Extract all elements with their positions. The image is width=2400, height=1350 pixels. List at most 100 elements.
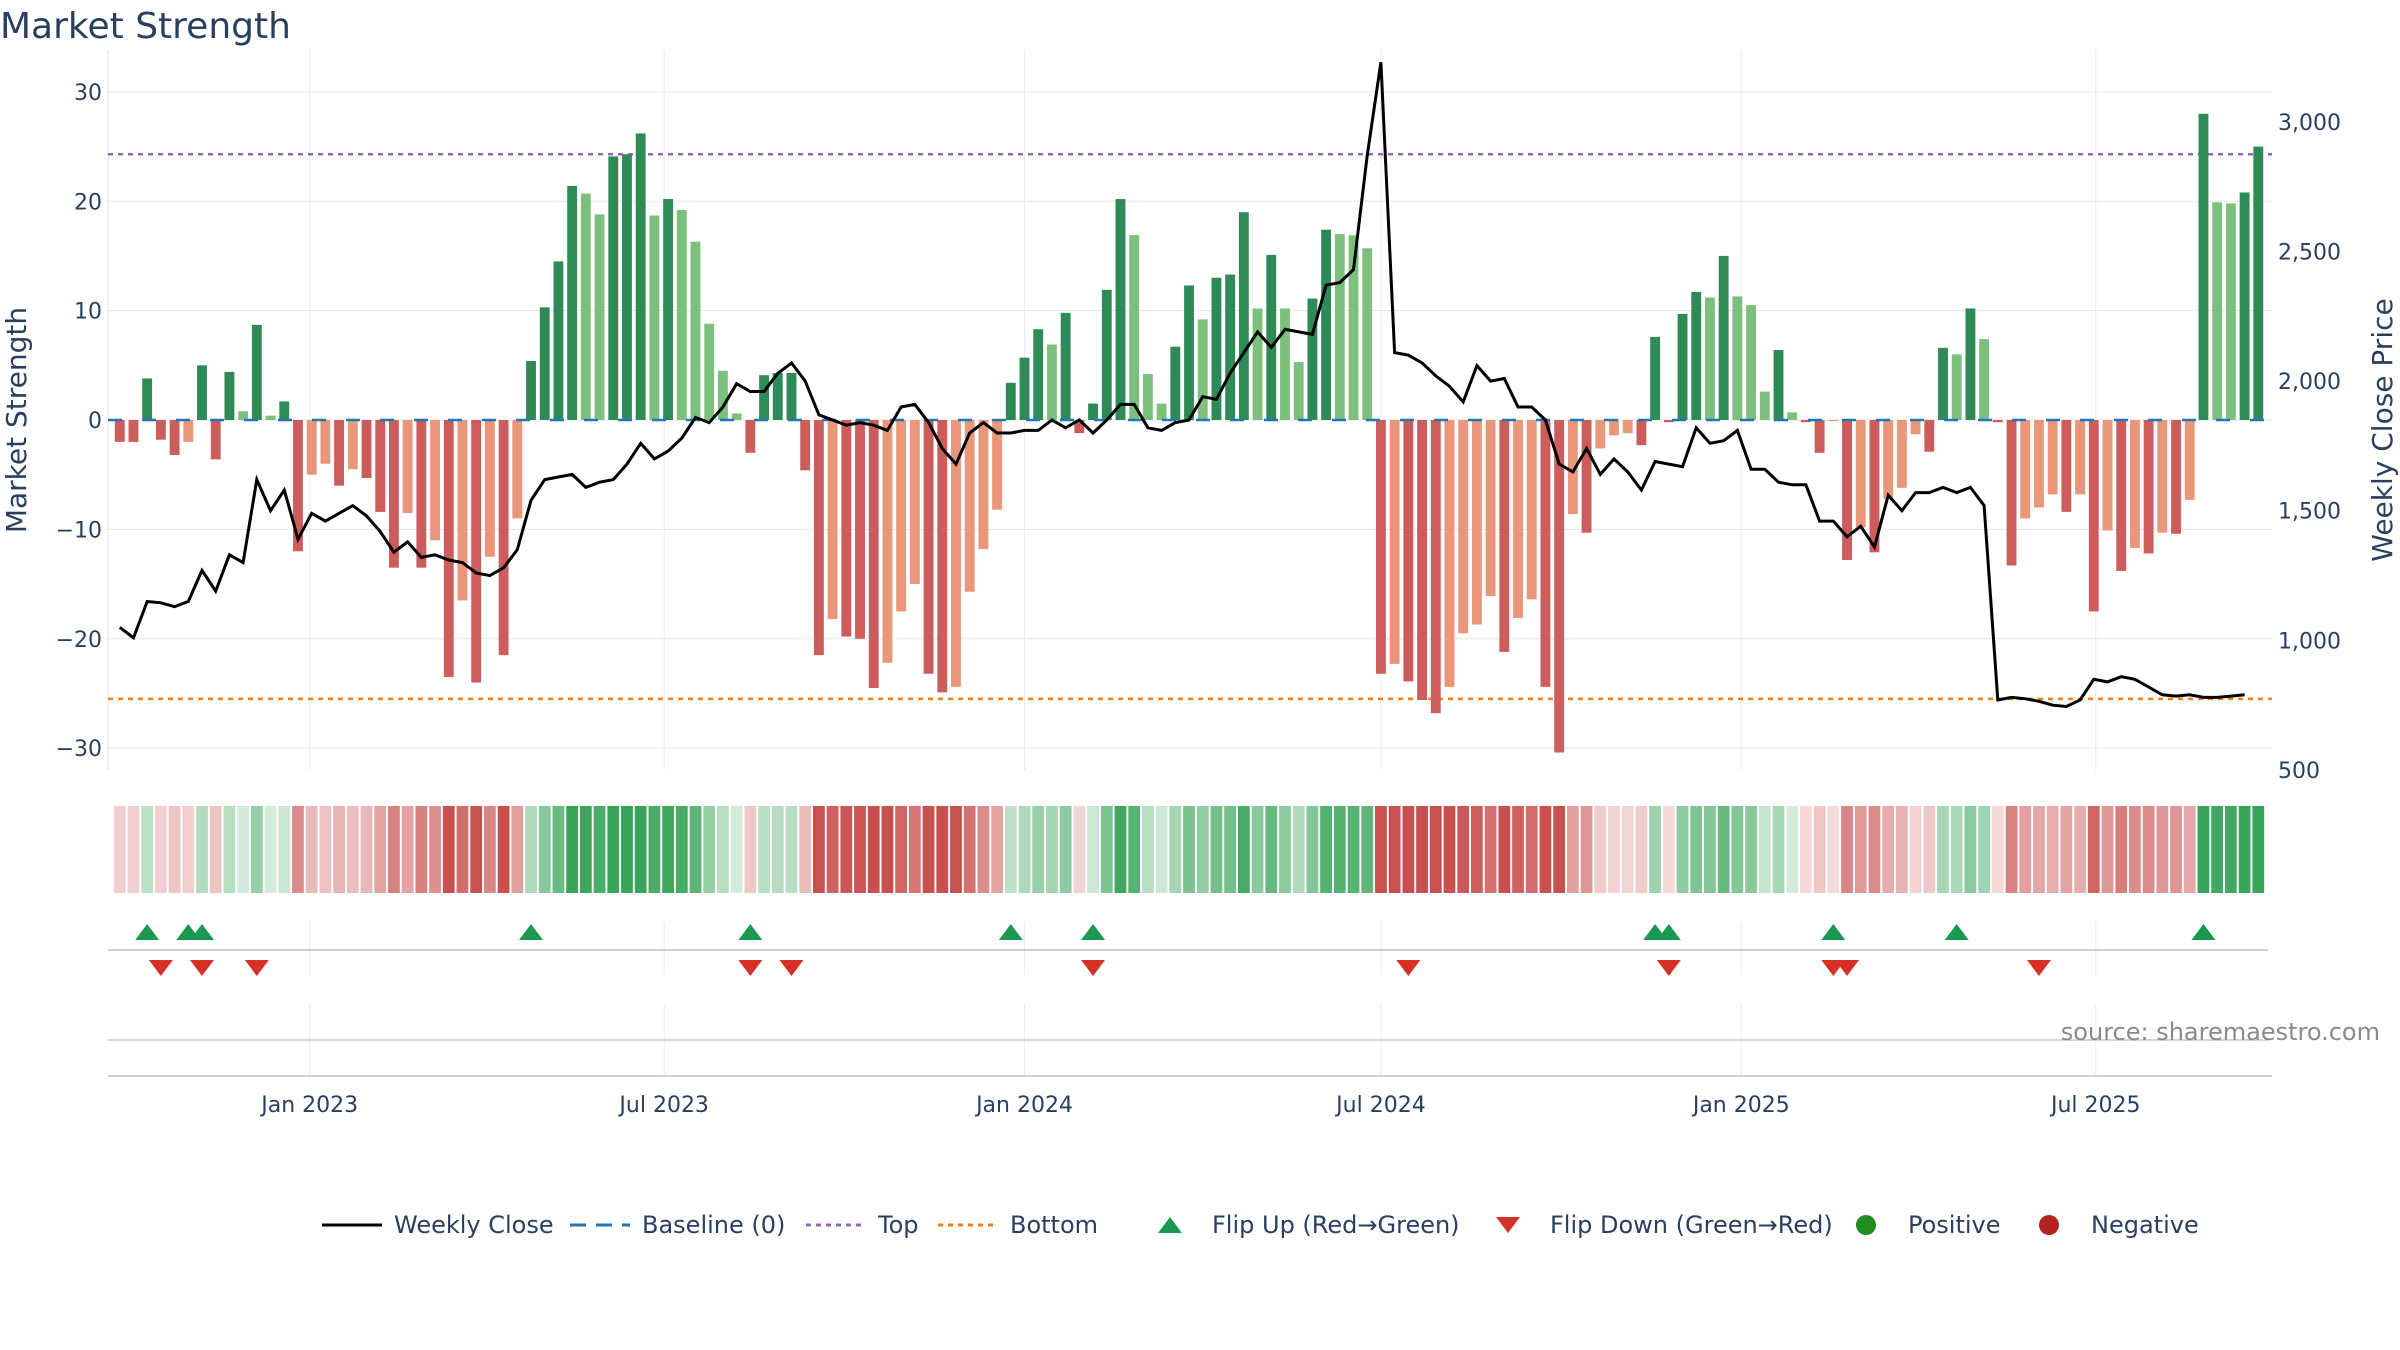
strength-cell <box>401 806 414 893</box>
strength-cell <box>634 806 647 893</box>
y-tick-label: 30 <box>74 81 102 106</box>
strength-bar <box>2129 420 2140 548</box>
strength-bar <box>114 420 125 442</box>
strength-bar <box>2198 113 2209 420</box>
legend-swatch <box>1158 1217 1182 1233</box>
strength-bar <box>1896 420 1907 488</box>
flip-down-marker <box>1081 960 1106 976</box>
strength-cell <box>1457 806 1470 893</box>
flip-up-marker <box>738 924 763 940</box>
y-tick-label: 10 <box>74 300 102 325</box>
strength-cell <box>1210 806 1223 893</box>
x-tick-label: Jan 2025 <box>1691 1093 1790 1118</box>
source-note: source: sharemaestro.com <box>2061 1018 2380 1046</box>
strength-cell <box>1539 806 1552 893</box>
strength-bar <box>1705 297 1715 420</box>
strength-cell <box>182 806 195 893</box>
strength-cell <box>141 806 154 893</box>
strength-cell <box>1471 806 1483 893</box>
strength-bar <box>1636 420 1647 446</box>
strength-bar <box>1252 308 1263 420</box>
strength-cell <box>799 806 812 893</box>
x-axis: Jan 2023 Jul 2023 Jan 2024 Jul 2024 Jan 2025… <box>108 1005 2272 1118</box>
strength-bar <box>1595 420 1606 449</box>
strength-bar <box>594 214 605 420</box>
strength-bar <box>183 420 194 442</box>
strength-bar <box>169 420 180 455</box>
flip-up-marker <box>190 924 215 940</box>
strength-bar <box>786 372 797 420</box>
strength-cell <box>1950 806 1963 893</box>
strength-bar <box>745 420 756 453</box>
strength-bar <box>1746 305 1757 420</box>
strength-bar <box>841 420 852 637</box>
flip-down-marker <box>1396 960 1421 976</box>
strength-bar <box>676 210 687 420</box>
strength-cell <box>127 806 140 893</box>
strength-bar <box>1828 420 1839 422</box>
price-tick-label: 3,000 <box>2278 111 2341 136</box>
strength-cell <box>1224 806 1237 893</box>
legend-item: Top <box>806 1211 919 1239</box>
strength-bar <box>622 154 632 420</box>
strength-bar <box>992 420 1003 510</box>
strength-bar <box>1115 199 1126 420</box>
strength-bar <box>457 420 468 601</box>
strength-cell <box>675 806 688 893</box>
strength-cell <box>1621 806 1634 893</box>
strength-bar <box>1293 362 1304 420</box>
y-tick-label: −10 <box>56 518 102 543</box>
strength-cell <box>1813 806 1826 893</box>
strength-bar <box>827 420 838 620</box>
strength-cell <box>1594 806 1607 893</box>
strength-cell <box>1635 806 1648 893</box>
legend-label: Positive <box>1908 1211 2001 1239</box>
strength-cell <box>1073 806 1086 893</box>
strength-cell <box>991 806 1003 893</box>
flip-up-marker <box>135 924 160 940</box>
strength-cell <box>2087 806 2100 893</box>
strength-cell <box>936 806 949 893</box>
strength-bar <box>1458 420 1469 634</box>
strength-cell <box>511 806 524 893</box>
strength-cell <box>319 806 332 893</box>
strength-bars <box>114 113 2264 753</box>
strength-bar <box>772 372 783 420</box>
strength-cell <box>1429 806 1442 893</box>
strength-cell <box>1909 806 1922 893</box>
strength-bar <box>1129 235 1140 420</box>
strength-bar <box>1211 277 1222 420</box>
strength-bar <box>1485 420 1496 597</box>
x-tick-label: Jul 2024 <box>1334 1093 1426 1118</box>
flip-down-marker <box>1835 960 1860 976</box>
strength-cell <box>744 806 757 893</box>
strength-bar <box>402 420 413 513</box>
legend-item: Bottom <box>938 1211 1098 1239</box>
strength-cell <box>1525 806 1538 893</box>
strength-cell <box>648 806 661 893</box>
strength-bar <box>553 261 564 420</box>
x-tick-label: Jan 2024 <box>974 1093 1073 1118</box>
strength-bar <box>471 420 482 683</box>
strength-bar <box>1951 354 1962 420</box>
strength-cell <box>2238 806 2251 893</box>
strength-bar <box>923 420 934 674</box>
strength-cell <box>717 806 729 893</box>
right-y-axis-label: Weekly Close Price <box>2366 298 2399 561</box>
strength-cell <box>2170 806 2182 893</box>
strength-cell <box>1004 806 1017 893</box>
strength-cell <box>579 806 592 893</box>
strength-cell <box>2019 806 2032 893</box>
strength-bar <box>279 401 290 420</box>
legend-label: Flip Up (Red→Green) <box>1212 1211 1460 1239</box>
strength-bar <box>347 420 358 470</box>
strength-cell <box>730 806 743 893</box>
flip-up-marker <box>1656 924 1681 940</box>
strength-bar <box>1759 391 1770 420</box>
strength-bar <box>306 420 317 475</box>
strength-bar <box>1732 296 1743 420</box>
flip-up-marker <box>1944 924 1969 940</box>
right-y-ticks: 3,000 2,500 2,000 1,500 1,000 500 <box>2278 111 2341 784</box>
strength-bar <box>1225 274 1236 420</box>
